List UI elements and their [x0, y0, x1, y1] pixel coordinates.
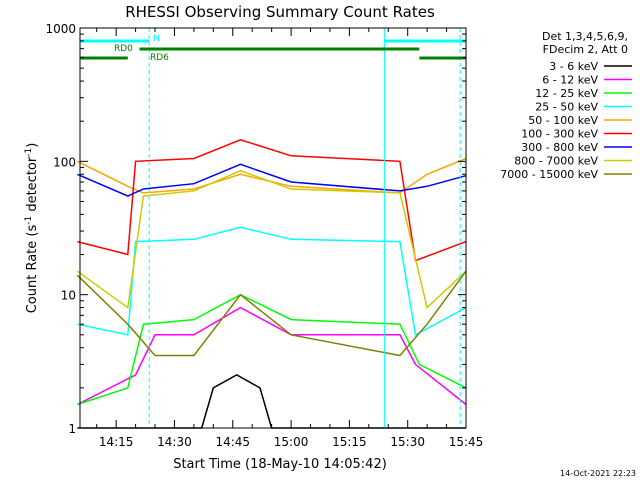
y-axis: 1 10 100 1000 — [45, 22, 466, 436]
y-axis-title-mid: detector — [25, 156, 40, 216]
x-tick-label: 15:45 — [449, 435, 484, 449]
legend-label: 300 - 800 keV — [521, 141, 598, 154]
series-line — [77, 163, 467, 197]
y-axis-title-main: Count Rate (s — [25, 225, 40, 314]
x-axis-title: Start Time (18-May-10 14:05:42) — [173, 457, 387, 472]
legend-header-1: Det 1,3,4,5,6,9, — [542, 30, 628, 43]
plot-frame — [79, 27, 467, 429]
series-line — [76, 169, 467, 310]
x-tick-label: 14:30 — [157, 435, 192, 449]
legend-label: 25 - 50 keV — [535, 101, 598, 114]
legend-label: 800 - 7000 keV — [514, 155, 598, 168]
legend-label: 6 - 12 keV — [542, 74, 598, 87]
x-tick-label: 15:15 — [332, 435, 367, 449]
legend-label: 50 - 100 keV — [528, 114, 598, 127]
y-tick-label: 1 — [68, 422, 76, 436]
timestamp: 14-Oct-2021 22:23 — [560, 469, 636, 478]
attenuator-label-n: N — [153, 34, 160, 44]
y-tick-label: 1000 — [45, 22, 76, 36]
legend-label: 7000 - 15000 keV — [500, 168, 598, 181]
y-axis-title-end: ) — [25, 143, 40, 148]
x-axis: 14:15 14:30 14:45 15:00 15:15 15:30 15:45 — [96, 28, 484, 449]
legend-label: 100 - 300 keV — [521, 128, 598, 141]
attenuator-label-rd6: RD6 — [150, 53, 169, 63]
x-tick-label: 15:30 — [390, 435, 425, 449]
chart-title: RHESSI Observing Summary Count Rates — [125, 3, 435, 21]
legend-label: 12 - 25 keV — [535, 87, 598, 100]
y-tick-label: 10 — [61, 289, 76, 303]
legend-label: 3 - 6 keV — [549, 60, 598, 73]
y-axis-title-sup2: -1 — [24, 148, 34, 157]
series-line — [77, 139, 467, 262]
plot-area — [76, 139, 467, 429]
y-tick-label: 100 — [53, 155, 76, 169]
x-tick-label: 14:45 — [215, 435, 250, 449]
series-line — [76, 270, 467, 357]
x-tick-label: 15:00 — [274, 435, 309, 449]
y-axis-title-sup1: -1 — [24, 216, 34, 225]
x-tick-label: 14:15 — [99, 435, 134, 449]
attenuator-label-rd0: RD0 — [114, 44, 133, 54]
series-line — [77, 226, 467, 336]
series-line — [76, 306, 467, 406]
annotations: N RD0 RD6 — [80, 28, 466, 428]
y-axis-title: Count Rate (s-1 detector-1) — [24, 143, 40, 314]
legend-header-2: FDecim 2, Att 0 — [543, 43, 628, 56]
